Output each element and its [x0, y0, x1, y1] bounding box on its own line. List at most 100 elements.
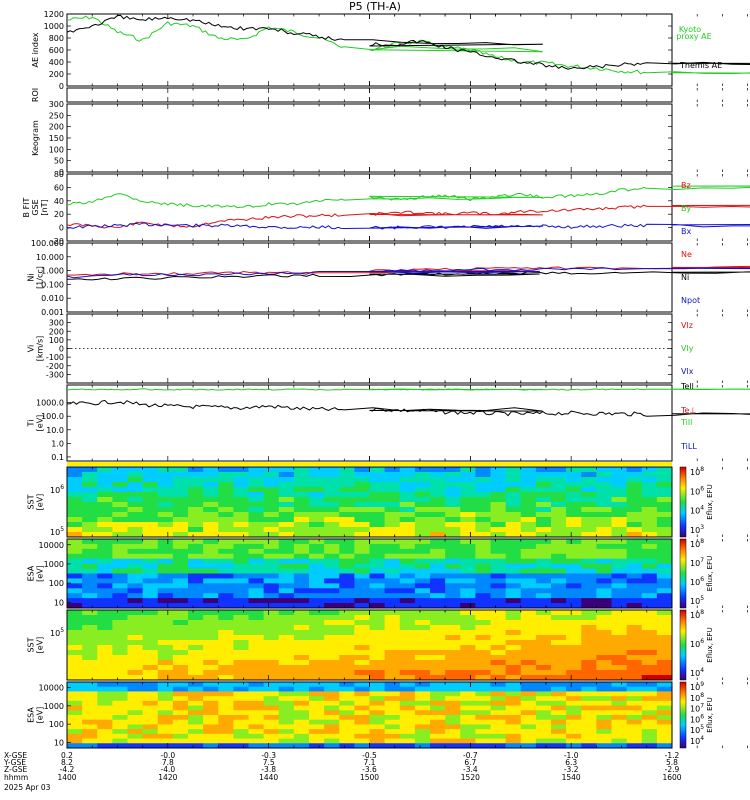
heatmap-cell	[203, 593, 219, 599]
heatmap-cell	[218, 670, 234, 676]
heatmap-cell	[157, 729, 174, 735]
heatmap-cell	[551, 743, 567, 749]
heatmap-cell	[263, 665, 280, 671]
heatmap-cell	[490, 583, 507, 589]
heatmap-cell	[324, 724, 340, 730]
heatmap-cell	[233, 738, 249, 744]
heatmap-cell	[188, 719, 204, 725]
heatmap-cell	[626, 700, 643, 707]
heatmap-cell	[445, 603, 461, 609]
heatmap-cell	[203, 507, 219, 513]
heatmap-cell	[203, 517, 219, 523]
heatmap-cell	[127, 482, 144, 488]
heatmap-cell	[248, 467, 265, 473]
heatmap-cell	[656, 548, 673, 555]
heatmap-cell	[475, 640, 491, 646]
heatmap-cell	[414, 573, 431, 579]
heatmap-cell	[112, 630, 128, 636]
heatmap-cell	[475, 738, 491, 744]
heatmap-cell	[188, 522, 204, 528]
heatmap-cell	[611, 568, 628, 574]
heatmap-cell	[430, 492, 446, 498]
heatmap-cell	[354, 615, 370, 621]
heatmap-cell	[399, 710, 416, 716]
colorbar-label: Eflux, EFU	[706, 556, 714, 591]
heatmap-cell	[460, 700, 476, 707]
heatmap-cell	[445, 675, 461, 681]
heatmap-cell	[142, 568, 159, 574]
colorbar	[679, 538, 687, 609]
heatmap-cell	[233, 532, 249, 538]
axis-y-gse-value: 7.5	[263, 758, 275, 767]
heatmap-cell	[520, 640, 537, 646]
heatmap-cell	[414, 650, 431, 656]
heatmap-cell	[218, 522, 234, 528]
heatmap-cell	[490, 615, 507, 621]
heatmap-cell	[460, 532, 476, 538]
heatmap-cell	[490, 665, 507, 671]
heatmap-cell	[354, 553, 370, 560]
heatmap-cell	[581, 593, 597, 599]
heatmap-cell	[157, 719, 174, 725]
heatmap-cell	[309, 512, 325, 518]
heatmap-cell	[414, 710, 431, 716]
heatmap-cell	[551, 532, 567, 538]
heatmap-cell	[203, 719, 219, 725]
heatmap-cell	[490, 705, 507, 711]
axis-hhmm-value: 1540	[562, 773, 581, 782]
heatmap-cell	[97, 573, 113, 579]
y-tick-label: 1200	[44, 10, 64, 19]
heatmap-cell	[188, 548, 204, 555]
colorbar-tick-label: 106	[690, 713, 704, 724]
heatmap-cell	[203, 682, 219, 688]
heatmap-cell	[309, 686, 325, 692]
heatmap-cell	[551, 492, 567, 498]
heatmap-cell	[97, 655, 113, 661]
heatmap-cell	[127, 553, 144, 560]
heatmap-cell	[309, 665, 325, 671]
heatmap-cell	[278, 598, 295, 604]
heatmap-cell	[656, 573, 673, 579]
heatmap-cell	[354, 700, 370, 707]
heatmap-cell	[172, 482, 189, 488]
heatmap-cell	[626, 665, 643, 671]
heatmap-cell	[218, 719, 234, 725]
heatmap-cell	[278, 670, 295, 676]
heatmap-cell	[309, 573, 325, 579]
heatmap-cell	[414, 543, 431, 550]
heatmap-cell	[188, 598, 204, 604]
heatmap-cell	[112, 743, 128, 749]
heatmap-cell	[369, 532, 386, 538]
y-tick-label: 1000.0	[36, 399, 64, 408]
heatmap-cell	[490, 487, 507, 493]
heatmap-cell	[263, 563, 280, 570]
heatmap-cell	[369, 630, 386, 636]
heatmap-cell	[218, 743, 234, 749]
heatmap-cell	[626, 482, 643, 488]
heatmap-cell	[293, 675, 310, 681]
heatmap-cell	[430, 482, 446, 488]
legend-vlx: Vlx	[681, 367, 694, 376]
heatmap-cell	[384, 563, 401, 570]
heatmap-cell	[97, 682, 113, 688]
heatmap-cell	[248, 477, 265, 483]
heatmap-cell	[309, 578, 325, 584]
heatmap-cell	[127, 507, 144, 513]
heatmap-cell	[399, 665, 416, 671]
heatmap-cell	[445, 477, 461, 483]
heatmap-cell	[263, 532, 280, 538]
heatmap-cell	[641, 640, 658, 646]
heatmap-cell	[248, 615, 265, 621]
heatmap-cell	[475, 477, 491, 483]
heatmap-cell	[248, 598, 265, 604]
heatmap-cell	[535, 715, 552, 721]
heatmap-cell	[142, 610, 159, 616]
heatmap-cell	[157, 733, 174, 740]
heatmap-cell	[233, 517, 249, 523]
heatmap-cell	[278, 593, 295, 599]
heatmap-cell	[278, 724, 295, 730]
y-tick-label: -200	[46, 362, 64, 371]
heatmap-cell	[414, 610, 431, 616]
heatmap-cell	[157, 715, 174, 721]
